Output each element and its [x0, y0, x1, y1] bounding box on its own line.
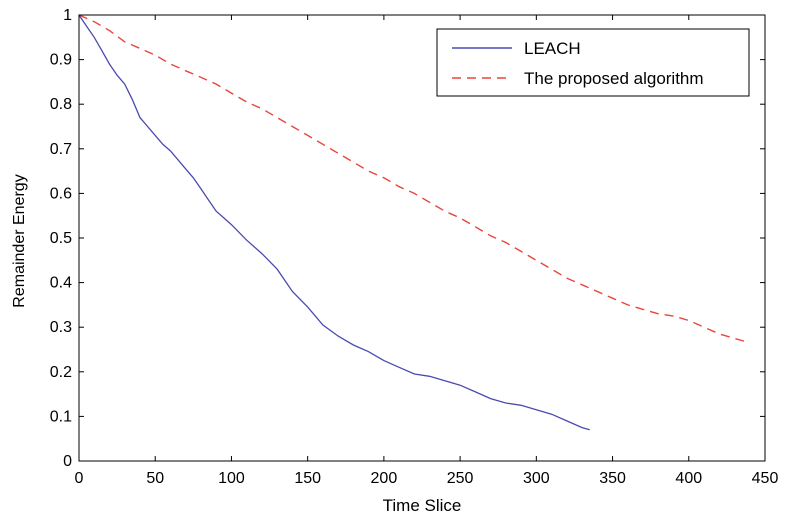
y-tick-label: 0.4: [50, 275, 72, 292]
x-tick-label: 0: [75, 470, 84, 487]
y-tick-label: 0.7: [50, 141, 72, 158]
x-tick-label: 300: [523, 470, 550, 487]
y-tick-label: 0.8: [50, 96, 72, 113]
series-line-leach: [78, 14, 590, 431]
series-layer: [78, 14, 750, 431]
y-tick-label: 1: [63, 7, 72, 24]
series-line-proposed-algorithm: [78, 14, 750, 344]
x-tick-label: 100: [218, 470, 245, 487]
y-tick-label: 0.1: [50, 408, 72, 425]
y-axis-label: Remainder Energy: [11, 174, 28, 307]
x-tick-label: 150: [294, 470, 321, 487]
legend: LEACH The proposed algorithm: [436, 28, 750, 97]
axes-layer: 0 50 100 150 200 250 300 350 400 450 0 0.1 0.2 0.3 0.4…: [50, 7, 779, 487]
x-tick-label: 350: [599, 470, 626, 487]
y-tick-label: 0: [63, 453, 72, 470]
legend-box: [436, 28, 750, 97]
x-tick-label: 50: [146, 470, 164, 487]
y-tick-label: 0.3: [50, 319, 72, 336]
x-tick-label: 250: [447, 470, 474, 487]
x-tick-label: 450: [752, 470, 779, 487]
x-axis-label: Time Slice: [383, 496, 462, 515]
y-tick-label: 0.9: [50, 52, 72, 69]
y-tick-label: 0.6: [50, 185, 72, 202]
x-tick-label: 200: [371, 470, 398, 487]
y-tick-label: 0.2: [50, 364, 72, 381]
x-tick-label: 400: [675, 470, 702, 487]
y-tick-label: 0.5: [50, 230, 72, 247]
legend-label: LEACH: [524, 39, 581, 58]
legend-label: The proposed algorithm: [524, 69, 704, 88]
